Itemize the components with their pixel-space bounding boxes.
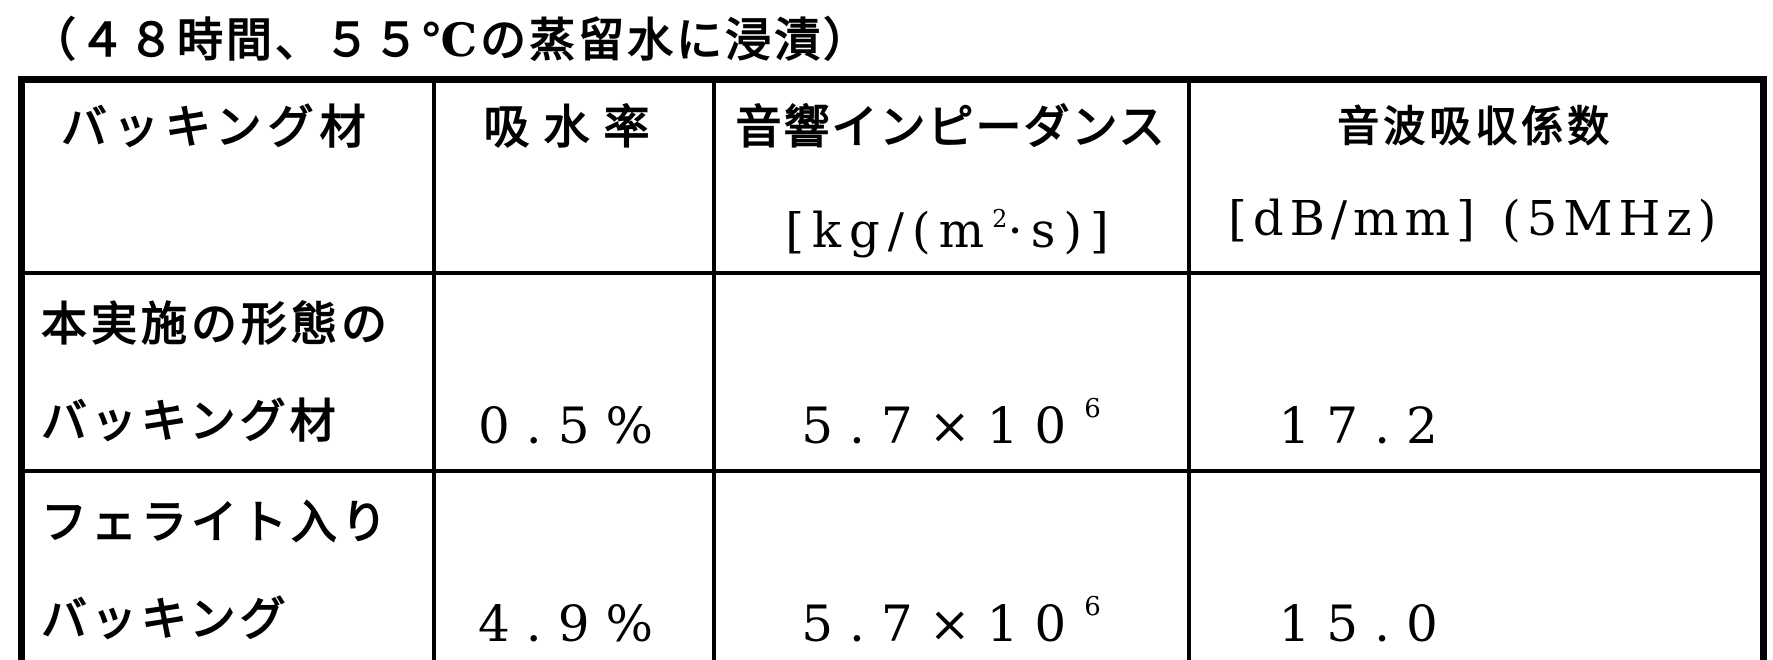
- impedance-unit-post: ·s)]: [1007, 203, 1117, 259]
- impedance-exponent: 6: [1084, 591, 1101, 622]
- cell-material-embodiment: 本実施の形態の バッキング材: [19, 270, 436, 473]
- cell-impedance-embodiment: 5.7×106: [711, 270, 1191, 473]
- absorption-coeff-value: 17.2: [1278, 396, 1454, 455]
- absorption-coeff-value: 15.0: [1278, 594, 1454, 653]
- impedance-unit-pre: [kg/(m: [785, 203, 993, 259]
- material-name-line1: 本実施の形態の: [41, 296, 391, 351]
- impedance-exponent: 6: [1084, 393, 1101, 424]
- table-row-ferrite-backing: フェライト入り バッキング 4.9% 5.7×106 15.0: [19, 468, 1766, 660]
- impedance-value: 5.7×106: [718, 591, 1185, 660]
- impedance-value: 5.7×106: [718, 393, 1185, 467]
- impedance-unit-superscript: 2: [992, 205, 1008, 233]
- header-sound-absorption-label: 音波吸収係数: [1337, 102, 1614, 151]
- material-name-line2: バッキング: [41, 591, 290, 646]
- impedance-base: 5.7×10: [801, 594, 1083, 653]
- header-sound-absorption: 音波吸収係数 [dB/mm] (5MHz): [1186, 77, 1766, 275]
- material-name-line2: バッキング材: [41, 393, 340, 448]
- header-water-absorption: 吸水率: [431, 77, 716, 275]
- header-backing-material: バッキング材: [19, 77, 436, 275]
- header-acoustic-impedance-label: 音響インピーダンス: [735, 100, 1167, 154]
- header-water-absorption-label: 吸水率: [483, 100, 664, 154]
- header-sound-absorption-unit: [dB/mm] (5MHz): [1228, 191, 1723, 247]
- cell-water-absorption-embodiment: 0.5%: [431, 270, 716, 473]
- cell-absorption-coeff-ferrite: 15.0: [1186, 468, 1766, 660]
- cell-impedance-ferrite: 5.7×106: [711, 468, 1191, 660]
- backing-material-properties-table: バッキング材 吸水率 音響インピーダンス [kg/(m2·s)]: [18, 76, 1767, 660]
- table-caption: （４８時間、５５℃の蒸留水に浸漬）: [30, 13, 873, 67]
- water-absorption-value: 4.9%: [477, 594, 670, 653]
- material-name-line1: フェライト入り: [41, 494, 391, 549]
- table-row-embodiment-backing: 本実施の形態の バッキング材 0.5% 5.7×106 17.2: [19, 270, 1766, 473]
- cell-material-ferrite: フェライト入り バッキング: [19, 468, 436, 660]
- header-acoustic-impedance: 音響インピーダンス [kg/(m2·s)]: [711, 77, 1191, 275]
- water-absorption-value: 0.5%: [477, 396, 670, 455]
- cell-water-absorption-ferrite: 4.9%: [431, 468, 716, 660]
- header-acoustic-impedance-unit: [kg/(m2·s)]: [718, 191, 1185, 259]
- cell-absorption-coeff-embodiment: 17.2: [1186, 270, 1766, 473]
- header-row: バッキング材 吸水率 音響インピーダンス [kg/(m2·s)]: [19, 77, 1766, 275]
- impedance-base: 5.7×10: [801, 396, 1083, 455]
- header-backing-material-label: バッキング材: [61, 100, 372, 154]
